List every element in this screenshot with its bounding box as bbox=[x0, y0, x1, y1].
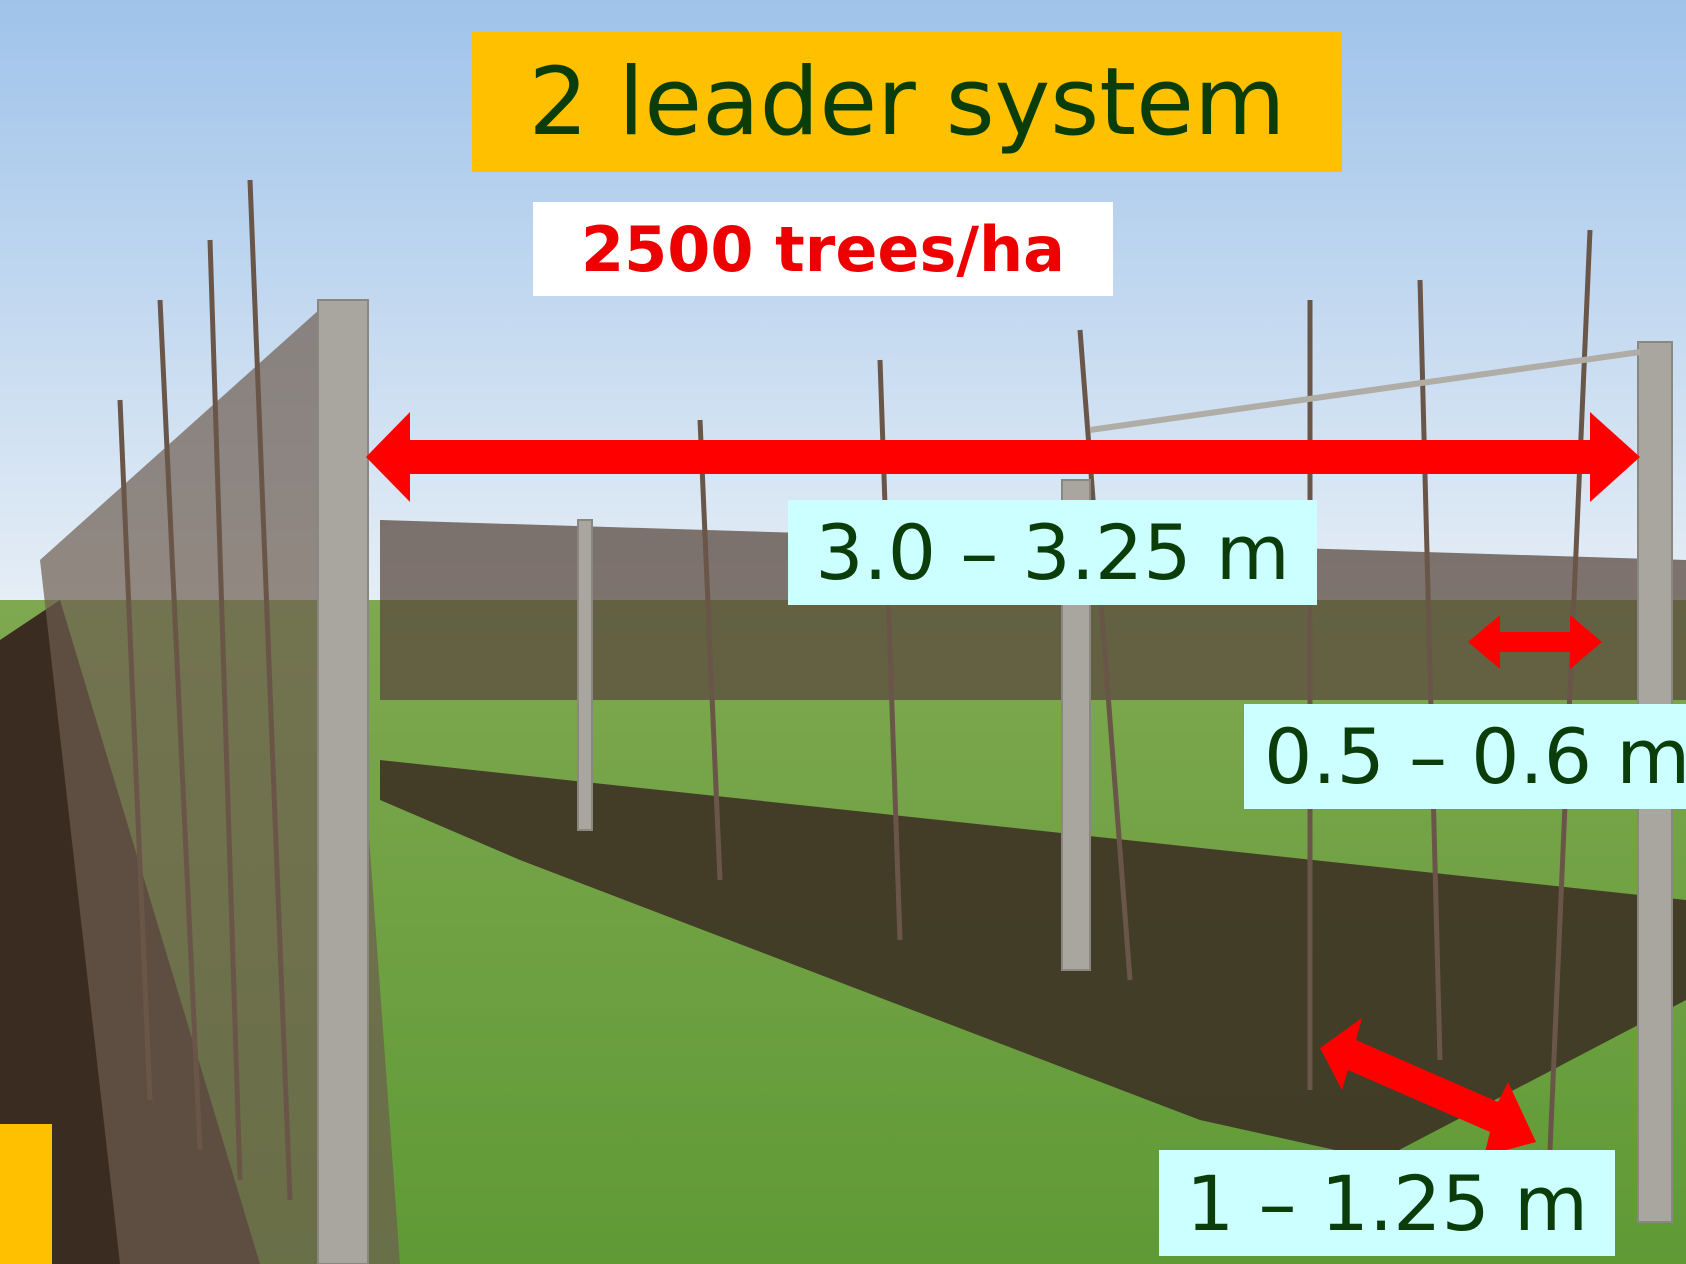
row-spacing-label: 3.0 – 3.25 m bbox=[788, 500, 1317, 605]
title: 2 leader system bbox=[472, 32, 1342, 172]
orchard-photo bbox=[0, 0, 1686, 1264]
tree-spacing-label: 1 – 1.25 m bbox=[1159, 1150, 1615, 1256]
corner-block bbox=[0, 1124, 52, 1264]
slide: {"title": "2 leader system", "density": … bbox=[0, 0, 1686, 1264]
density-label: 2500 trees/ha bbox=[533, 202, 1113, 296]
leader-spacing-label: 0.5 – 0.6 m bbox=[1244, 704, 1686, 809]
